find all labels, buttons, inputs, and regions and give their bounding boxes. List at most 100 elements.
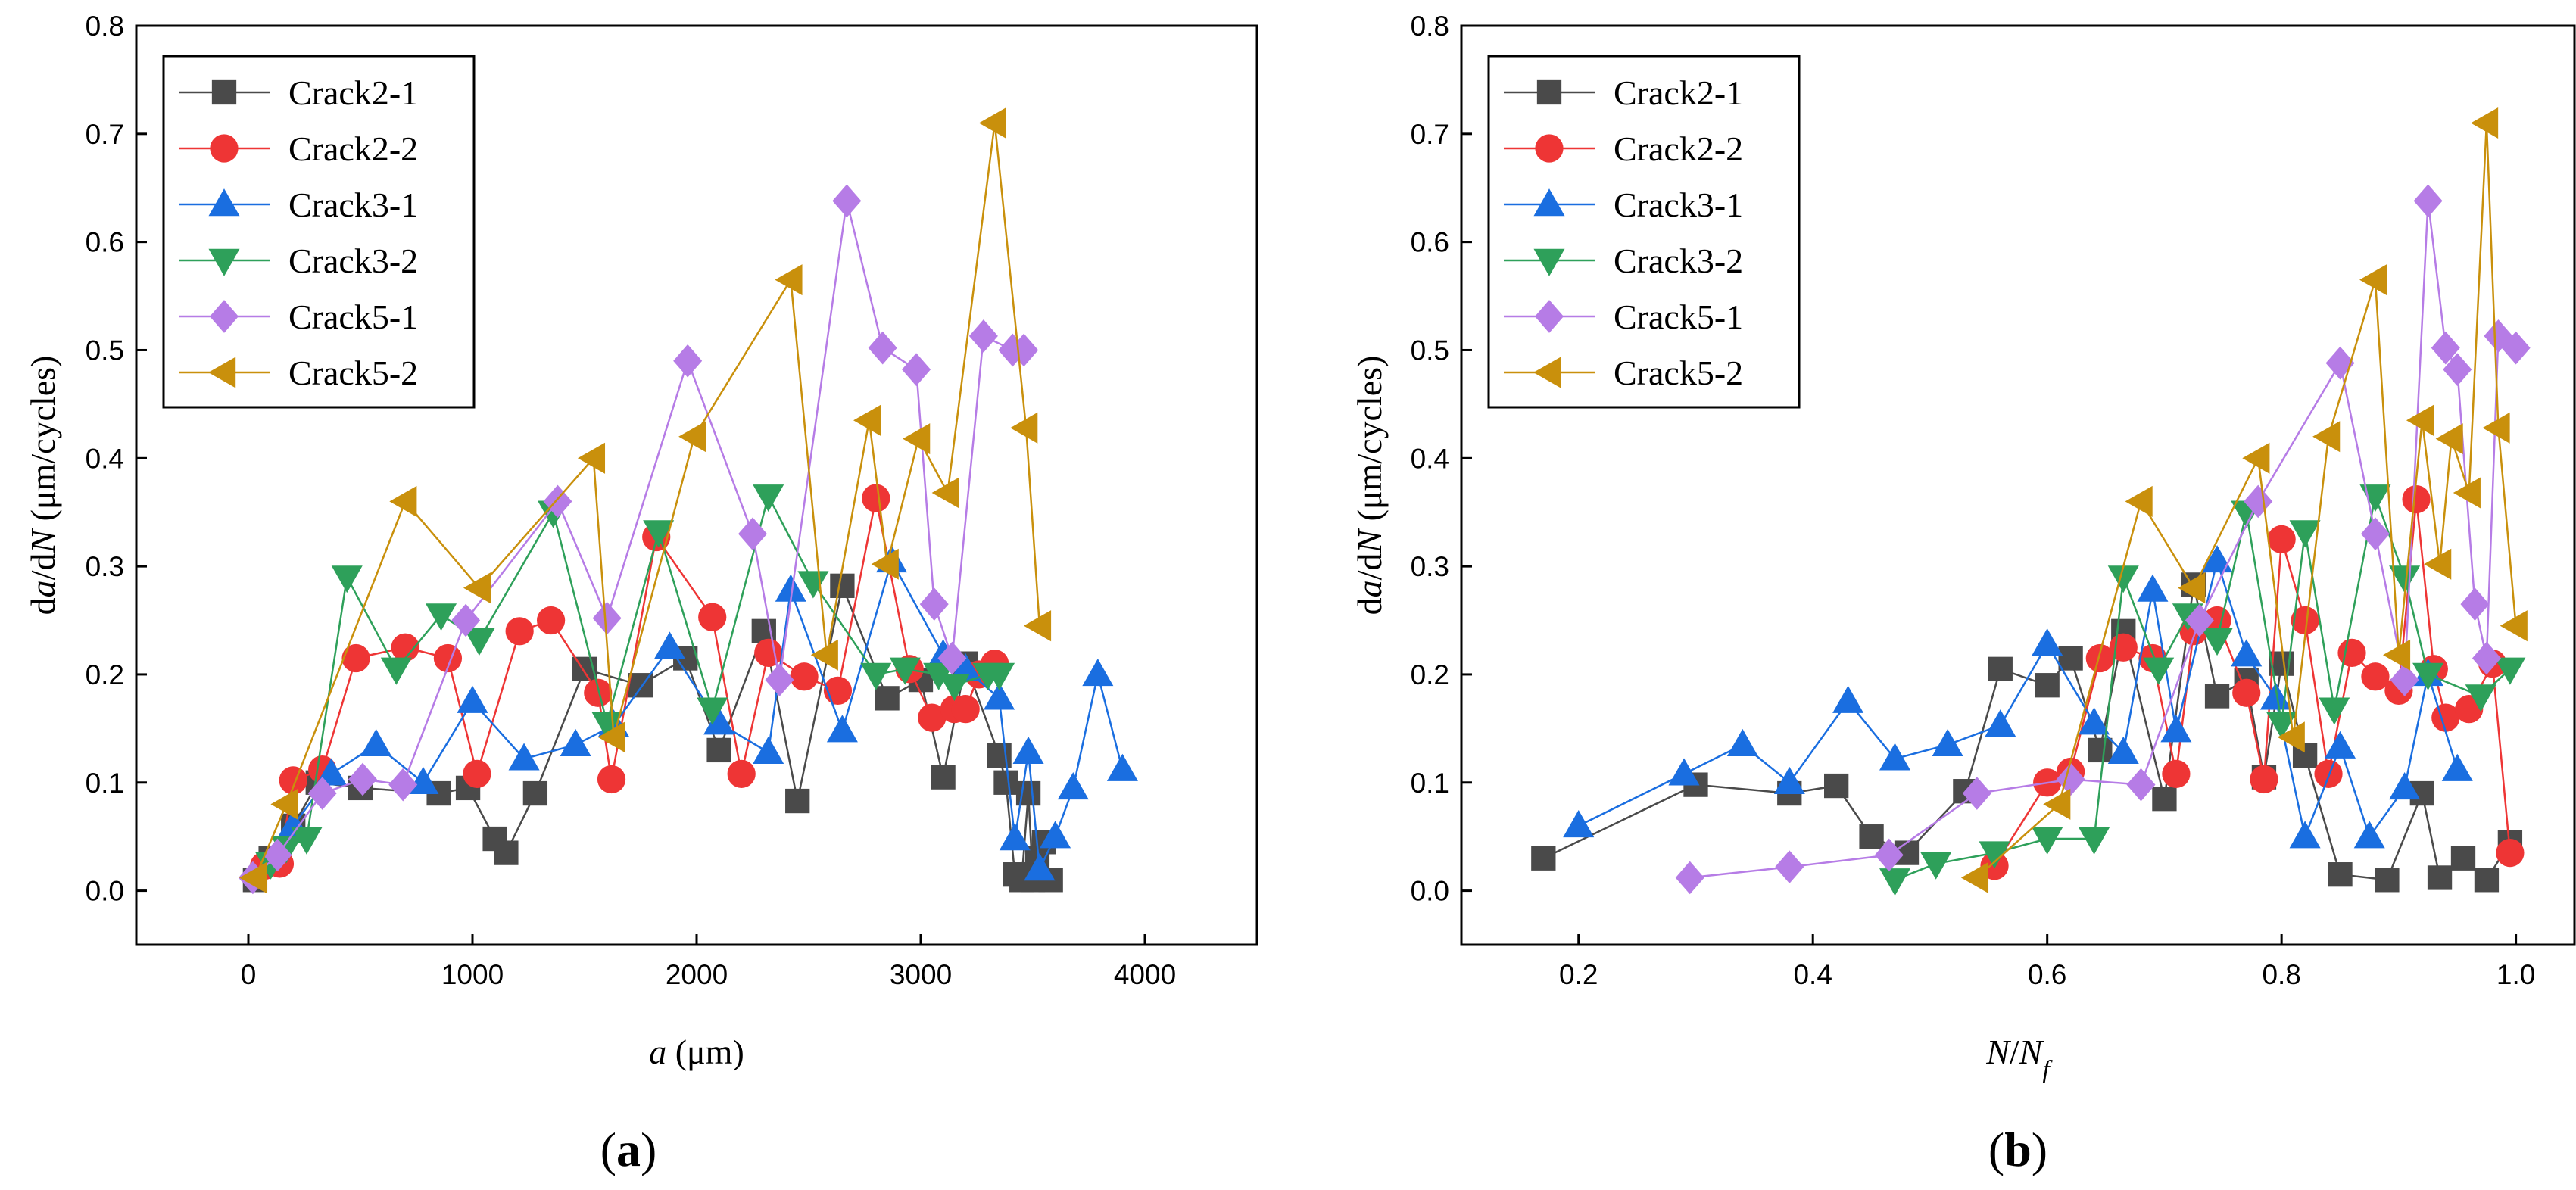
data-point xyxy=(2125,485,2153,517)
data-point xyxy=(360,728,392,756)
data-point xyxy=(2353,821,2385,849)
data-point xyxy=(2035,673,2060,698)
legend: Crack2-1 Crack2-2 Crack3-1 Crack3-2 Crack5-1… xyxy=(162,55,476,409)
data-point xyxy=(1775,850,1804,884)
y-tick-label: 0.8 xyxy=(86,11,124,42)
data-point xyxy=(407,766,439,794)
legend-label: Crack3-1 xyxy=(1614,185,1743,224)
data-point xyxy=(2244,484,2273,519)
data-point xyxy=(2178,572,2206,604)
plot-area xyxy=(238,107,1138,895)
data-point xyxy=(2250,765,2278,794)
data-point xyxy=(2267,525,2296,554)
data-point xyxy=(2427,865,2453,890)
data-point xyxy=(2107,565,2139,593)
data-point xyxy=(508,743,540,771)
data-point xyxy=(307,777,337,810)
data-point xyxy=(931,477,959,509)
data-point xyxy=(978,107,1006,139)
legend-marker xyxy=(1533,248,1565,276)
data-point xyxy=(2474,868,2500,892)
data-point xyxy=(1962,777,1991,810)
data-point xyxy=(2137,574,2169,602)
data-point xyxy=(1726,728,1758,756)
x-tick-label: 0 xyxy=(241,959,257,990)
legend-marker xyxy=(1536,79,1562,105)
plot-frame xyxy=(1460,24,2576,946)
data-point xyxy=(2143,657,2175,685)
data-point xyxy=(738,517,767,551)
data-point xyxy=(754,638,783,667)
data-point xyxy=(2500,610,2528,642)
data-point xyxy=(826,715,858,743)
data-point xyxy=(2435,423,2463,455)
legend-marker xyxy=(210,134,239,163)
chart-panel-a: 0 1000 2000 3000 4000 0.0 0.1 0.2 0.3 0.4 0.5 0.6 0.… xyxy=(23,11,1258,1176)
y-tick-label: 0.7 xyxy=(1411,119,1449,150)
data-point xyxy=(698,603,727,631)
data-point xyxy=(2412,662,2444,690)
data-point xyxy=(1012,736,1044,764)
data-point xyxy=(1040,821,1071,849)
data-point xyxy=(673,344,703,378)
data-point xyxy=(389,485,417,517)
data-point xyxy=(2058,646,2083,671)
chart-panel-b: 0.2 0.4 0.6 0.8 1.0 0.0 0.1 0.2 0.3 0.4 0.5 0.6 0.7 0… xyxy=(1350,11,2576,1176)
legend-marker xyxy=(208,188,240,217)
legend-marker xyxy=(208,357,236,388)
data-point xyxy=(584,678,613,707)
series-line xyxy=(254,123,1041,878)
data-point xyxy=(522,780,548,806)
data-point xyxy=(2360,517,2390,551)
data-point xyxy=(797,571,829,599)
data-point xyxy=(2337,638,2366,667)
legend-label: Crack2-2 xyxy=(288,129,418,168)
data-point xyxy=(591,712,623,740)
data-point xyxy=(993,770,1018,795)
legend-label: Crack5-1 xyxy=(288,298,418,336)
data-point xyxy=(505,617,534,646)
x-tick-label: 3000 xyxy=(890,959,952,990)
data-point xyxy=(463,759,491,788)
panel-label: (a) xyxy=(600,1123,657,1176)
data-point xyxy=(1675,861,1704,895)
data-point xyxy=(2328,862,2353,887)
x-tick-label: 4000 xyxy=(1114,959,1176,990)
data-point xyxy=(903,423,931,455)
data-point xyxy=(1859,824,1884,849)
legend-label: Crack5-1 xyxy=(1614,298,1743,336)
data-point xyxy=(919,587,949,621)
data-point xyxy=(987,743,1012,768)
y-tick-label: 0.8 xyxy=(1411,11,1449,42)
data-point xyxy=(2494,657,2526,685)
data-point xyxy=(2291,606,2319,635)
legend-label: Crack2-1 xyxy=(288,73,418,112)
legend-label: Crack3-1 xyxy=(288,185,418,224)
y-tick-label: 0.6 xyxy=(1411,227,1449,258)
data-point xyxy=(951,695,980,724)
series-line xyxy=(1578,557,2459,840)
data-point xyxy=(2185,603,2214,637)
x-tick-label: 1.0 xyxy=(2496,959,2535,990)
data-point xyxy=(341,643,370,673)
data-point xyxy=(348,762,377,796)
x-axis-label: a (μm) xyxy=(649,1033,744,1071)
data-point xyxy=(1832,685,1864,713)
data-point xyxy=(984,662,1015,690)
data-point xyxy=(2032,827,2063,855)
legend-label: Crack2-1 xyxy=(1614,73,1743,112)
y-tick-label: 0.3 xyxy=(1411,551,1449,582)
data-point xyxy=(2085,643,2114,673)
data-point xyxy=(984,682,1015,710)
data-point xyxy=(543,484,572,519)
data-point xyxy=(1082,659,1114,687)
data-point xyxy=(875,686,900,711)
data-point xyxy=(2390,663,2419,696)
data-point xyxy=(331,565,363,593)
y-tick-label: 0.0 xyxy=(86,876,124,907)
data-point xyxy=(2424,548,2452,580)
data-point xyxy=(999,823,1031,851)
data-point xyxy=(853,404,881,436)
y-tick-label: 0.3 xyxy=(86,551,124,582)
data-point xyxy=(2389,565,2421,593)
